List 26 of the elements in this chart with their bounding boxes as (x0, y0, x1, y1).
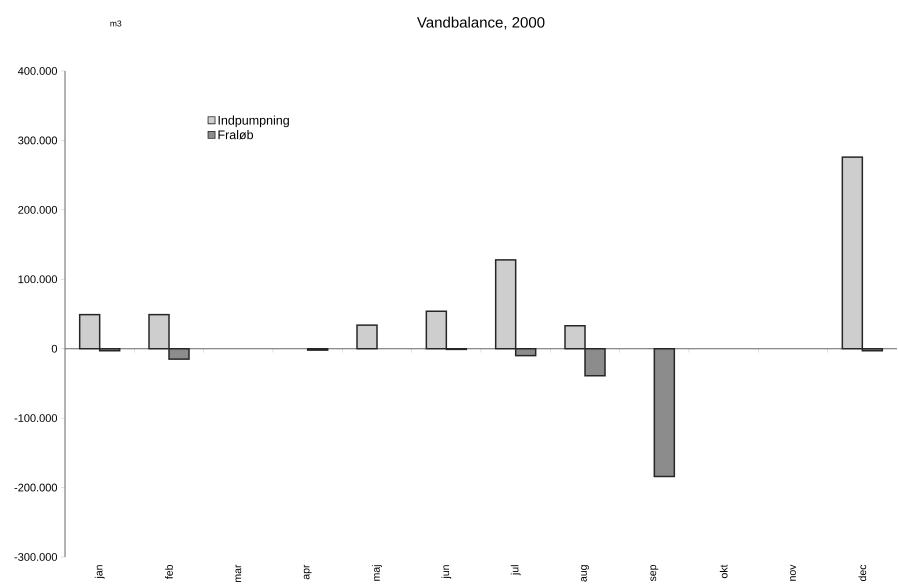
x-tick-label: okt (720, 564, 728, 578)
x-tick-label: aug (581, 565, 589, 582)
y-tick-label: 100.000 (18, 275, 58, 284)
y-tick-label: -300.000 (14, 553, 58, 561)
y-axis-title: m3 (110, 20, 122, 26)
x-tick-label: mar (235, 564, 242, 582)
y-tick-label: 200.000 (18, 206, 58, 214)
x-tick-label: nov (790, 564, 796, 581)
y-tick-label: -200.000 (14, 484, 58, 492)
x-tick-label: maj (372, 565, 382, 581)
y-tick-label: 0 (52, 344, 58, 353)
chart-title: Vandbalance, 2000 (416, 16, 544, 30)
bar (654, 348, 676, 478)
x-tick-label: apr (304, 564, 312, 580)
y-tick-label: 400.000 (18, 67, 58, 75)
x-tick-label: dec (858, 564, 866, 582)
y-tick-label: -100.000 (14, 414, 58, 422)
x-tick-label: jul (510, 565, 521, 576)
x-tick-label: sep (650, 564, 658, 582)
legend-label: Fraløb (218, 130, 254, 140)
x-tick-label: feb (165, 564, 173, 579)
x-tick-label: jan (94, 565, 105, 579)
y-tick-label: 300.000 (18, 136, 58, 144)
legend-label: Indpumpning (218, 116, 289, 128)
x-tick-label: jun (441, 565, 452, 579)
bar (356, 324, 378, 350)
